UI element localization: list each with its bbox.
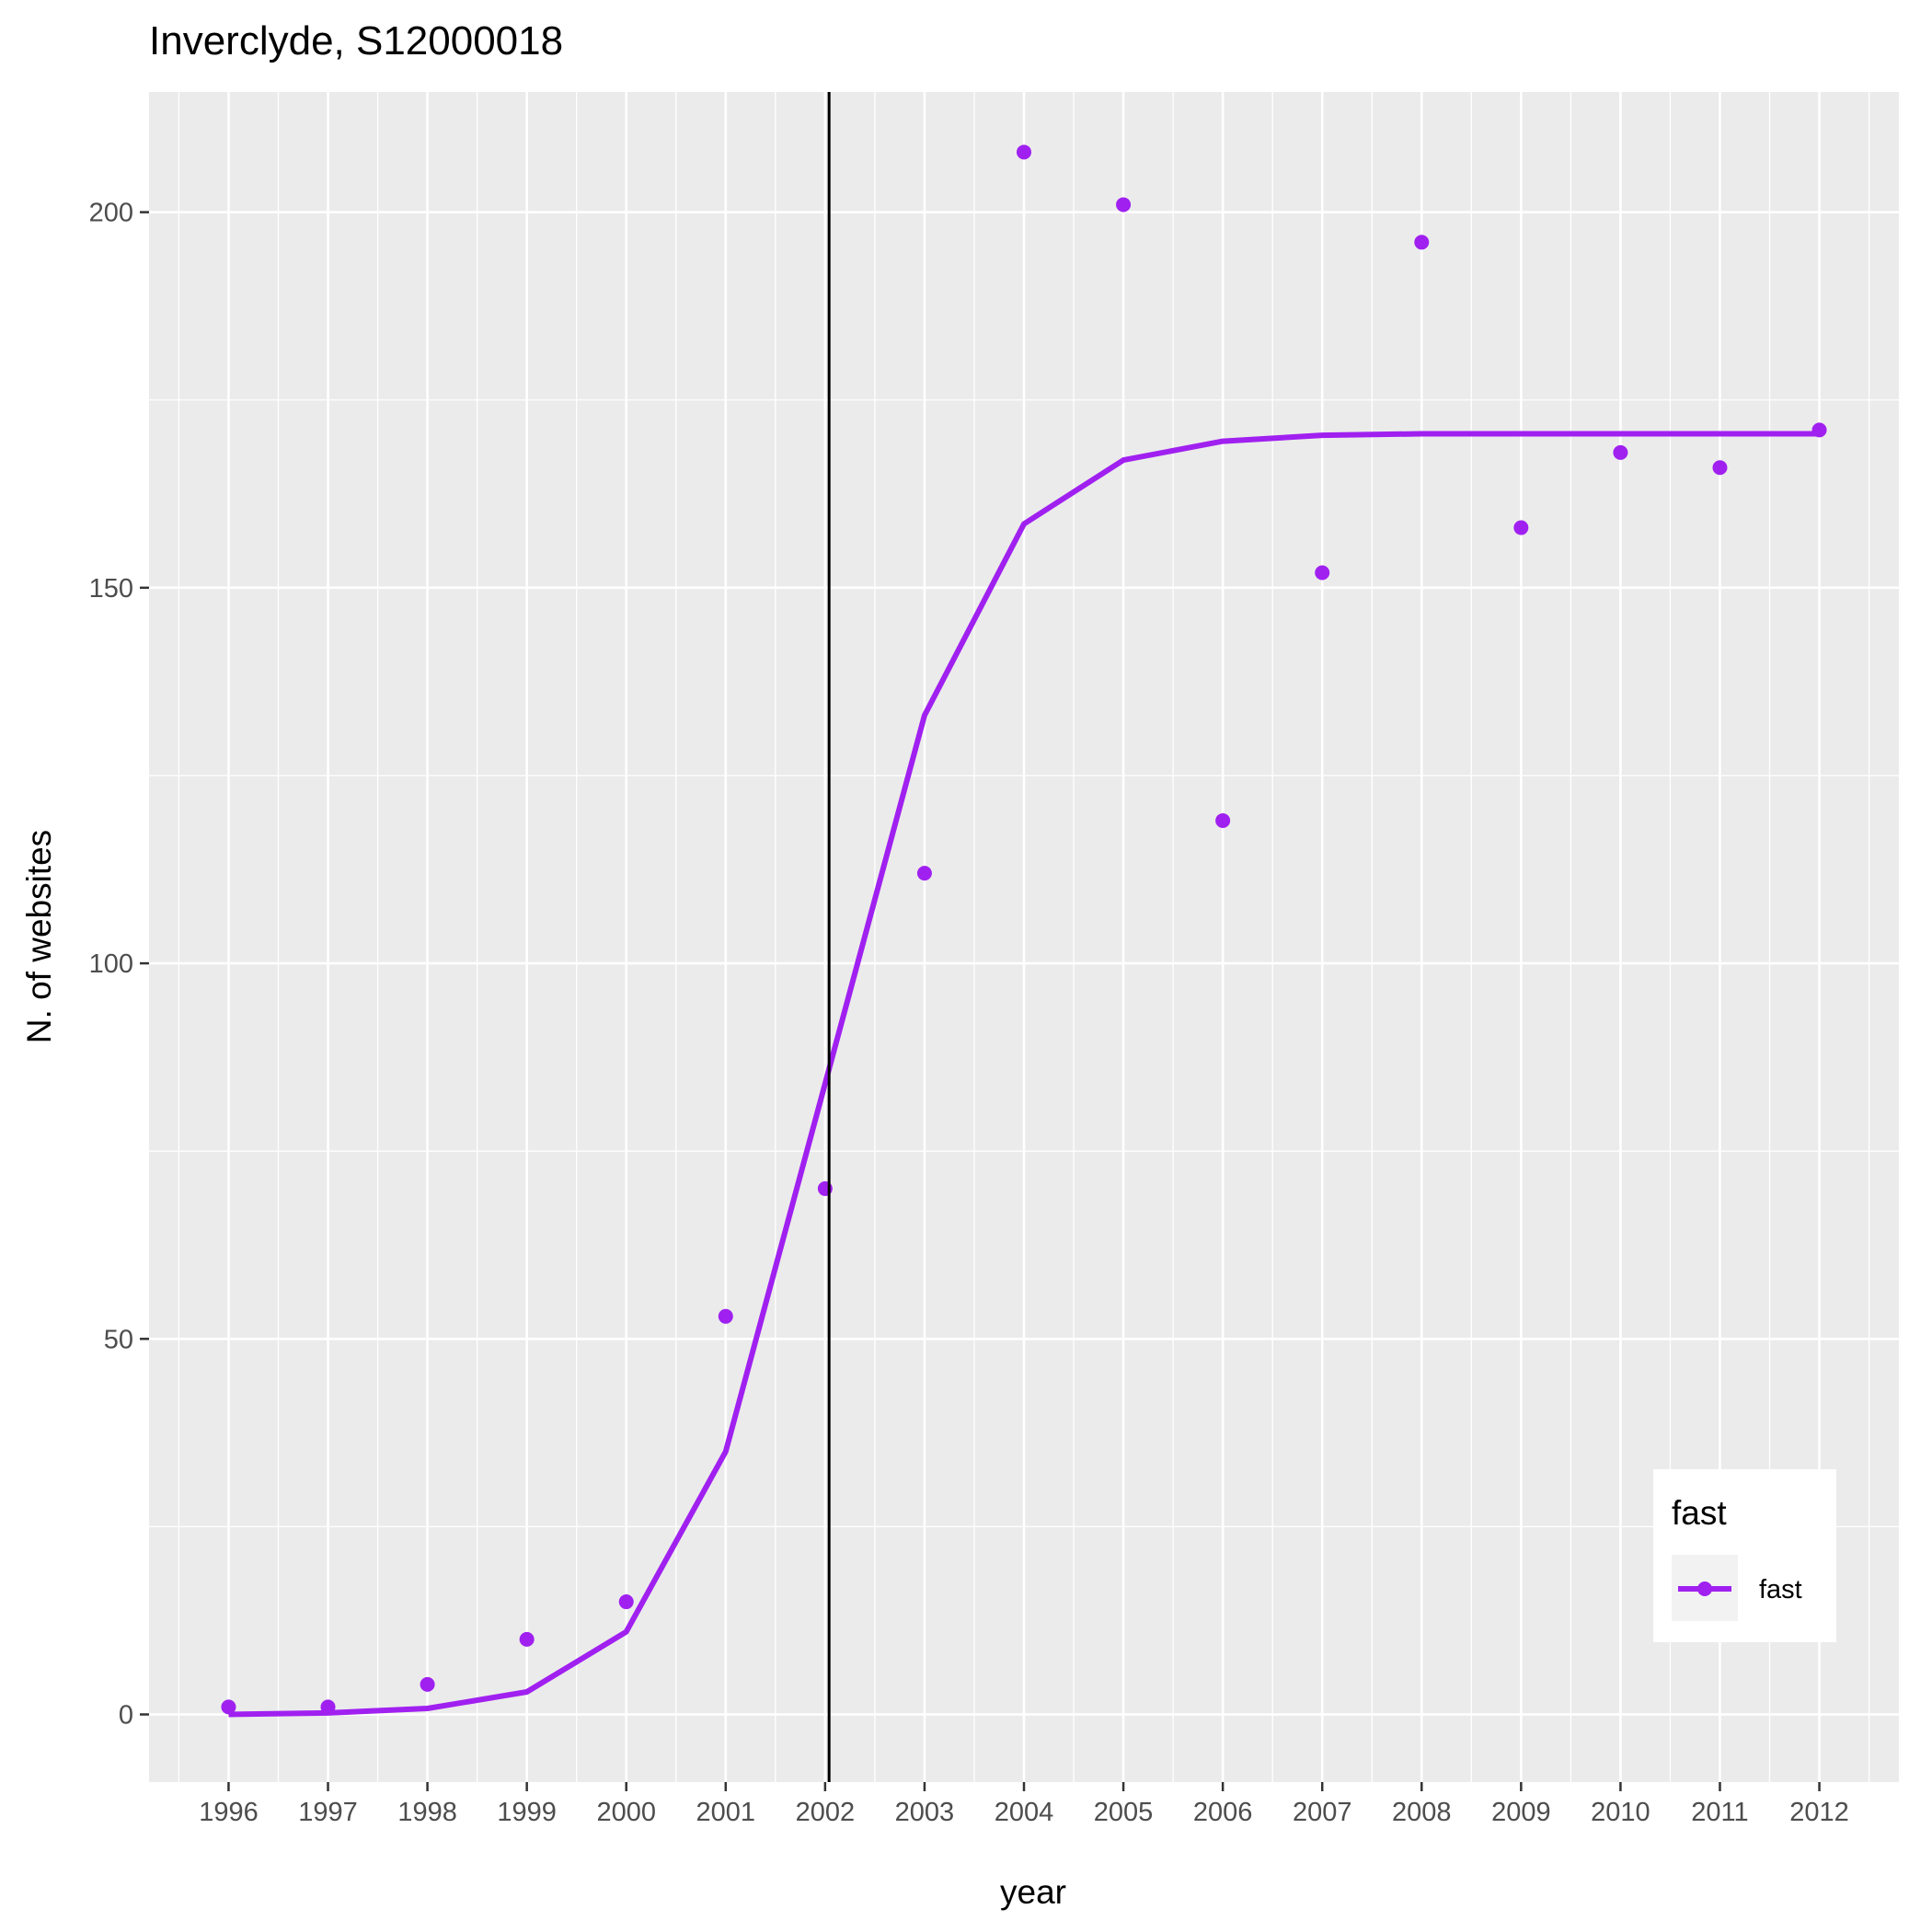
data-point [1116, 197, 1132, 213]
points-layer [221, 144, 1827, 1715]
legend-label: fast [1759, 1575, 1802, 1604]
data-point [320, 1699, 336, 1715]
data-point [519, 1631, 535, 1647]
x-tick-label: 1997 [298, 1798, 358, 1827]
x-tick-label: 1996 [199, 1798, 259, 1827]
x-tick-label: 2004 [995, 1798, 1054, 1827]
chart-title: Inverclyde, S12000018 [149, 18, 563, 63]
x-tick-label: 2010 [1591, 1798, 1650, 1827]
fit-line-layer [228, 431, 1820, 1718]
legend-key-point [1697, 1581, 1712, 1596]
x-tick-label: 2011 [1691, 1798, 1748, 1827]
data-point [1215, 812, 1231, 828]
x-tick-label: 2012 [1789, 1798, 1849, 1827]
x-tick-label: 2006 [1193, 1798, 1253, 1827]
data-point [1811, 422, 1827, 438]
data-point [916, 866, 932, 881]
series-fast-fit-line [228, 431, 1820, 1718]
x-tick-label: 2005 [1094, 1798, 1154, 1827]
x-tick-label: 1998 [397, 1798, 457, 1827]
data-point [1414, 235, 1430, 250]
y-tick-label: 200 [89, 199, 133, 228]
x-axis-label: year [1000, 1873, 1066, 1911]
data-point [1017, 144, 1031, 160]
legend-title: fast [1672, 1494, 1727, 1532]
x-tick-label: 2007 [1293, 1798, 1352, 1827]
x-tick-label: 2003 [895, 1798, 955, 1827]
data-point [420, 1676, 435, 1692]
y-axis-label: N. of websites [20, 830, 58, 1043]
x-tick-label: 2009 [1491, 1798, 1551, 1827]
y-tick-label: 0 [119, 1701, 133, 1731]
data-point [1315, 565, 1330, 581]
data-point [1613, 444, 1628, 460]
y-tick-label: 100 [89, 949, 133, 979]
data-point [718, 1308, 733, 1324]
data-point [1712, 460, 1728, 476]
data-point [618, 1594, 634, 1610]
y-tick-label: 150 [89, 574, 133, 604]
x-axis: 1996 1997 1998 1999 2000 2001 2002 2003 2004 2005… [199, 1782, 1849, 1827]
x-tick-label: 2002 [796, 1798, 856, 1827]
x-tick-label: 2000 [596, 1798, 656, 1827]
data-point [221, 1699, 236, 1715]
y-tick-label: 50 [104, 1325, 133, 1354]
y-axis: 0 50 100 150 200 [89, 199, 149, 1731]
x-tick-label: 2001 [696, 1798, 756, 1827]
legend: fast fast [1653, 1469, 1836, 1642]
x-tick-label: 1999 [497, 1798, 557, 1827]
data-point [1513, 520, 1529, 535]
x-tick-label: 2008 [1392, 1798, 1452, 1827]
